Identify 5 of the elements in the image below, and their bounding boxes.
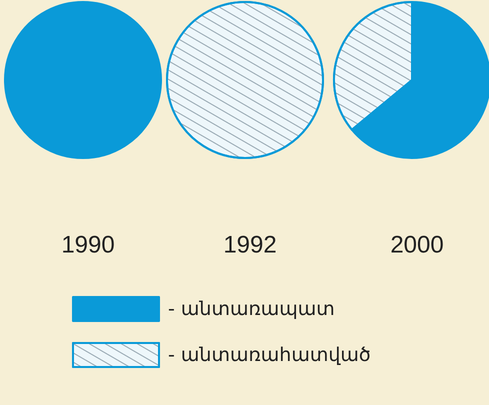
legend-label: - անտառահատված <box>168 344 371 366</box>
slice-label: 2000 <box>390 232 444 258</box>
slice-label: 1992 <box>223 232 277 258</box>
slice-label: 1990 <box>61 232 115 258</box>
legend-label: - անտառապատ <box>168 298 335 320</box>
